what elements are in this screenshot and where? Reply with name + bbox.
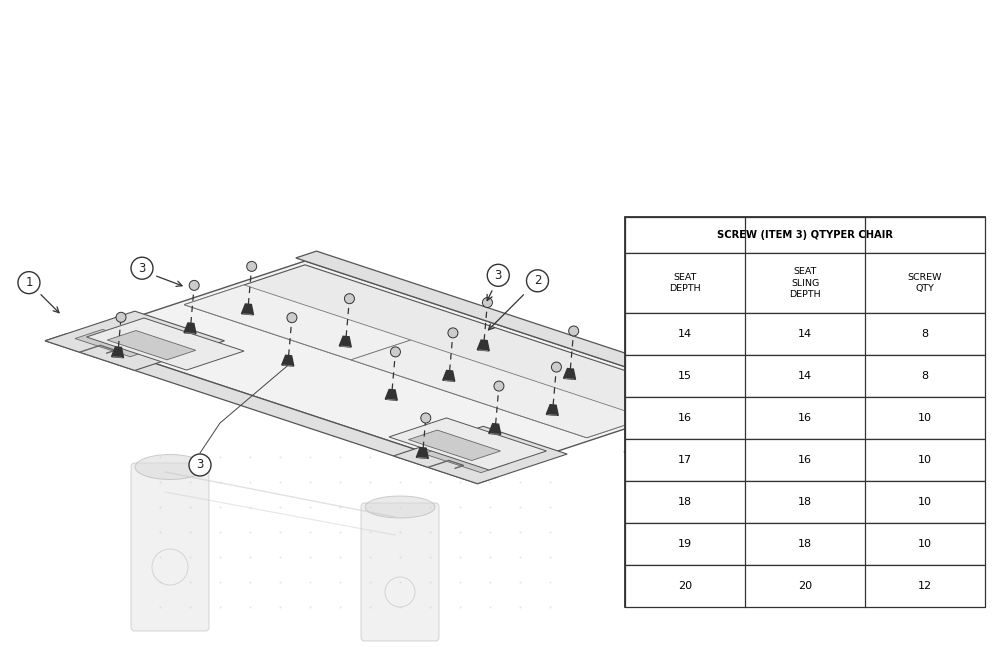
Ellipse shape (135, 454, 205, 479)
Text: 3: 3 (717, 356, 724, 369)
Polygon shape (296, 251, 749, 401)
Polygon shape (443, 371, 455, 381)
Text: 3: 3 (138, 261, 146, 275)
Polygon shape (107, 331, 196, 360)
Circle shape (526, 270, 548, 292)
Polygon shape (242, 304, 253, 314)
Text: 17: 17 (678, 455, 692, 465)
Text: 14: 14 (798, 371, 812, 381)
Polygon shape (394, 426, 567, 484)
Circle shape (390, 347, 400, 357)
Text: 18: 18 (798, 539, 812, 549)
Text: 12: 12 (918, 581, 932, 591)
Text: 14: 14 (678, 329, 692, 339)
Polygon shape (112, 347, 124, 358)
Polygon shape (282, 355, 294, 366)
Polygon shape (389, 418, 546, 470)
Text: 15: 15 (678, 371, 692, 381)
Circle shape (189, 454, 211, 476)
Text: SEAT
SLING
DEPTH: SEAT SLING DEPTH (789, 267, 821, 299)
Polygon shape (477, 340, 489, 351)
Text: 10: 10 (918, 497, 932, 507)
Bar (625, 313, 985, 355)
Circle shape (18, 272, 40, 294)
Text: 8: 8 (921, 371, 929, 381)
Polygon shape (184, 323, 196, 334)
Circle shape (448, 328, 458, 338)
Bar (625, 523, 985, 565)
Circle shape (487, 265, 509, 287)
FancyBboxPatch shape (131, 463, 209, 631)
Polygon shape (385, 389, 397, 400)
Text: 1: 1 (650, 455, 657, 468)
Ellipse shape (365, 496, 435, 518)
Circle shape (247, 261, 257, 271)
Text: SEAT
DEPTH: SEAT DEPTH (669, 273, 701, 293)
Bar (625, 355, 985, 397)
Bar (625, 253, 985, 313)
Circle shape (551, 362, 561, 372)
Text: 8: 8 (921, 329, 929, 339)
Text: 1: 1 (25, 276, 33, 289)
Bar (625, 217, 985, 253)
Polygon shape (546, 404, 558, 415)
Text: 3: 3 (495, 269, 502, 282)
Text: 3: 3 (196, 459, 204, 472)
FancyBboxPatch shape (361, 503, 439, 641)
Text: SCREW (ITEM 3) QTYPER CHAIR: SCREW (ITEM 3) QTYPER CHAIR (717, 230, 893, 240)
Text: 18: 18 (798, 497, 812, 507)
Polygon shape (184, 265, 708, 438)
Bar (625, 565, 985, 607)
Text: 14: 14 (798, 329, 812, 339)
Circle shape (189, 280, 199, 291)
Circle shape (131, 258, 153, 280)
Circle shape (344, 294, 354, 303)
Text: 16: 16 (678, 413, 692, 423)
Polygon shape (351, 340, 647, 438)
Polygon shape (87, 318, 244, 370)
Bar (625, 397, 985, 439)
Text: 19: 19 (678, 539, 692, 549)
Polygon shape (75, 329, 158, 356)
Text: 20: 20 (678, 581, 692, 591)
Polygon shape (75, 261, 719, 474)
Bar (625, 217, 985, 607)
Polygon shape (409, 430, 501, 461)
Polygon shape (489, 424, 501, 434)
Polygon shape (184, 285, 411, 360)
Text: 20: 20 (798, 581, 812, 591)
Circle shape (116, 313, 126, 322)
Polygon shape (423, 444, 509, 473)
Text: 10: 10 (918, 455, 932, 465)
Circle shape (569, 326, 579, 336)
Text: 10: 10 (918, 539, 932, 549)
Text: 16: 16 (798, 413, 812, 423)
Polygon shape (339, 336, 351, 347)
Bar (625, 439, 985, 481)
Polygon shape (45, 334, 498, 484)
Circle shape (287, 313, 297, 323)
Text: 10: 10 (918, 413, 932, 423)
Polygon shape (416, 448, 428, 458)
Text: 18: 18 (678, 497, 692, 507)
Circle shape (421, 413, 431, 423)
Polygon shape (564, 369, 575, 379)
Circle shape (482, 298, 492, 307)
Text: SCREW
QTY: SCREW QTY (908, 273, 942, 293)
Circle shape (710, 351, 732, 373)
Bar (625, 481, 985, 523)
Polygon shape (45, 311, 224, 371)
Text: 16: 16 (798, 455, 812, 465)
Circle shape (494, 381, 504, 391)
Circle shape (642, 451, 664, 473)
Text: 2: 2 (534, 274, 541, 287)
